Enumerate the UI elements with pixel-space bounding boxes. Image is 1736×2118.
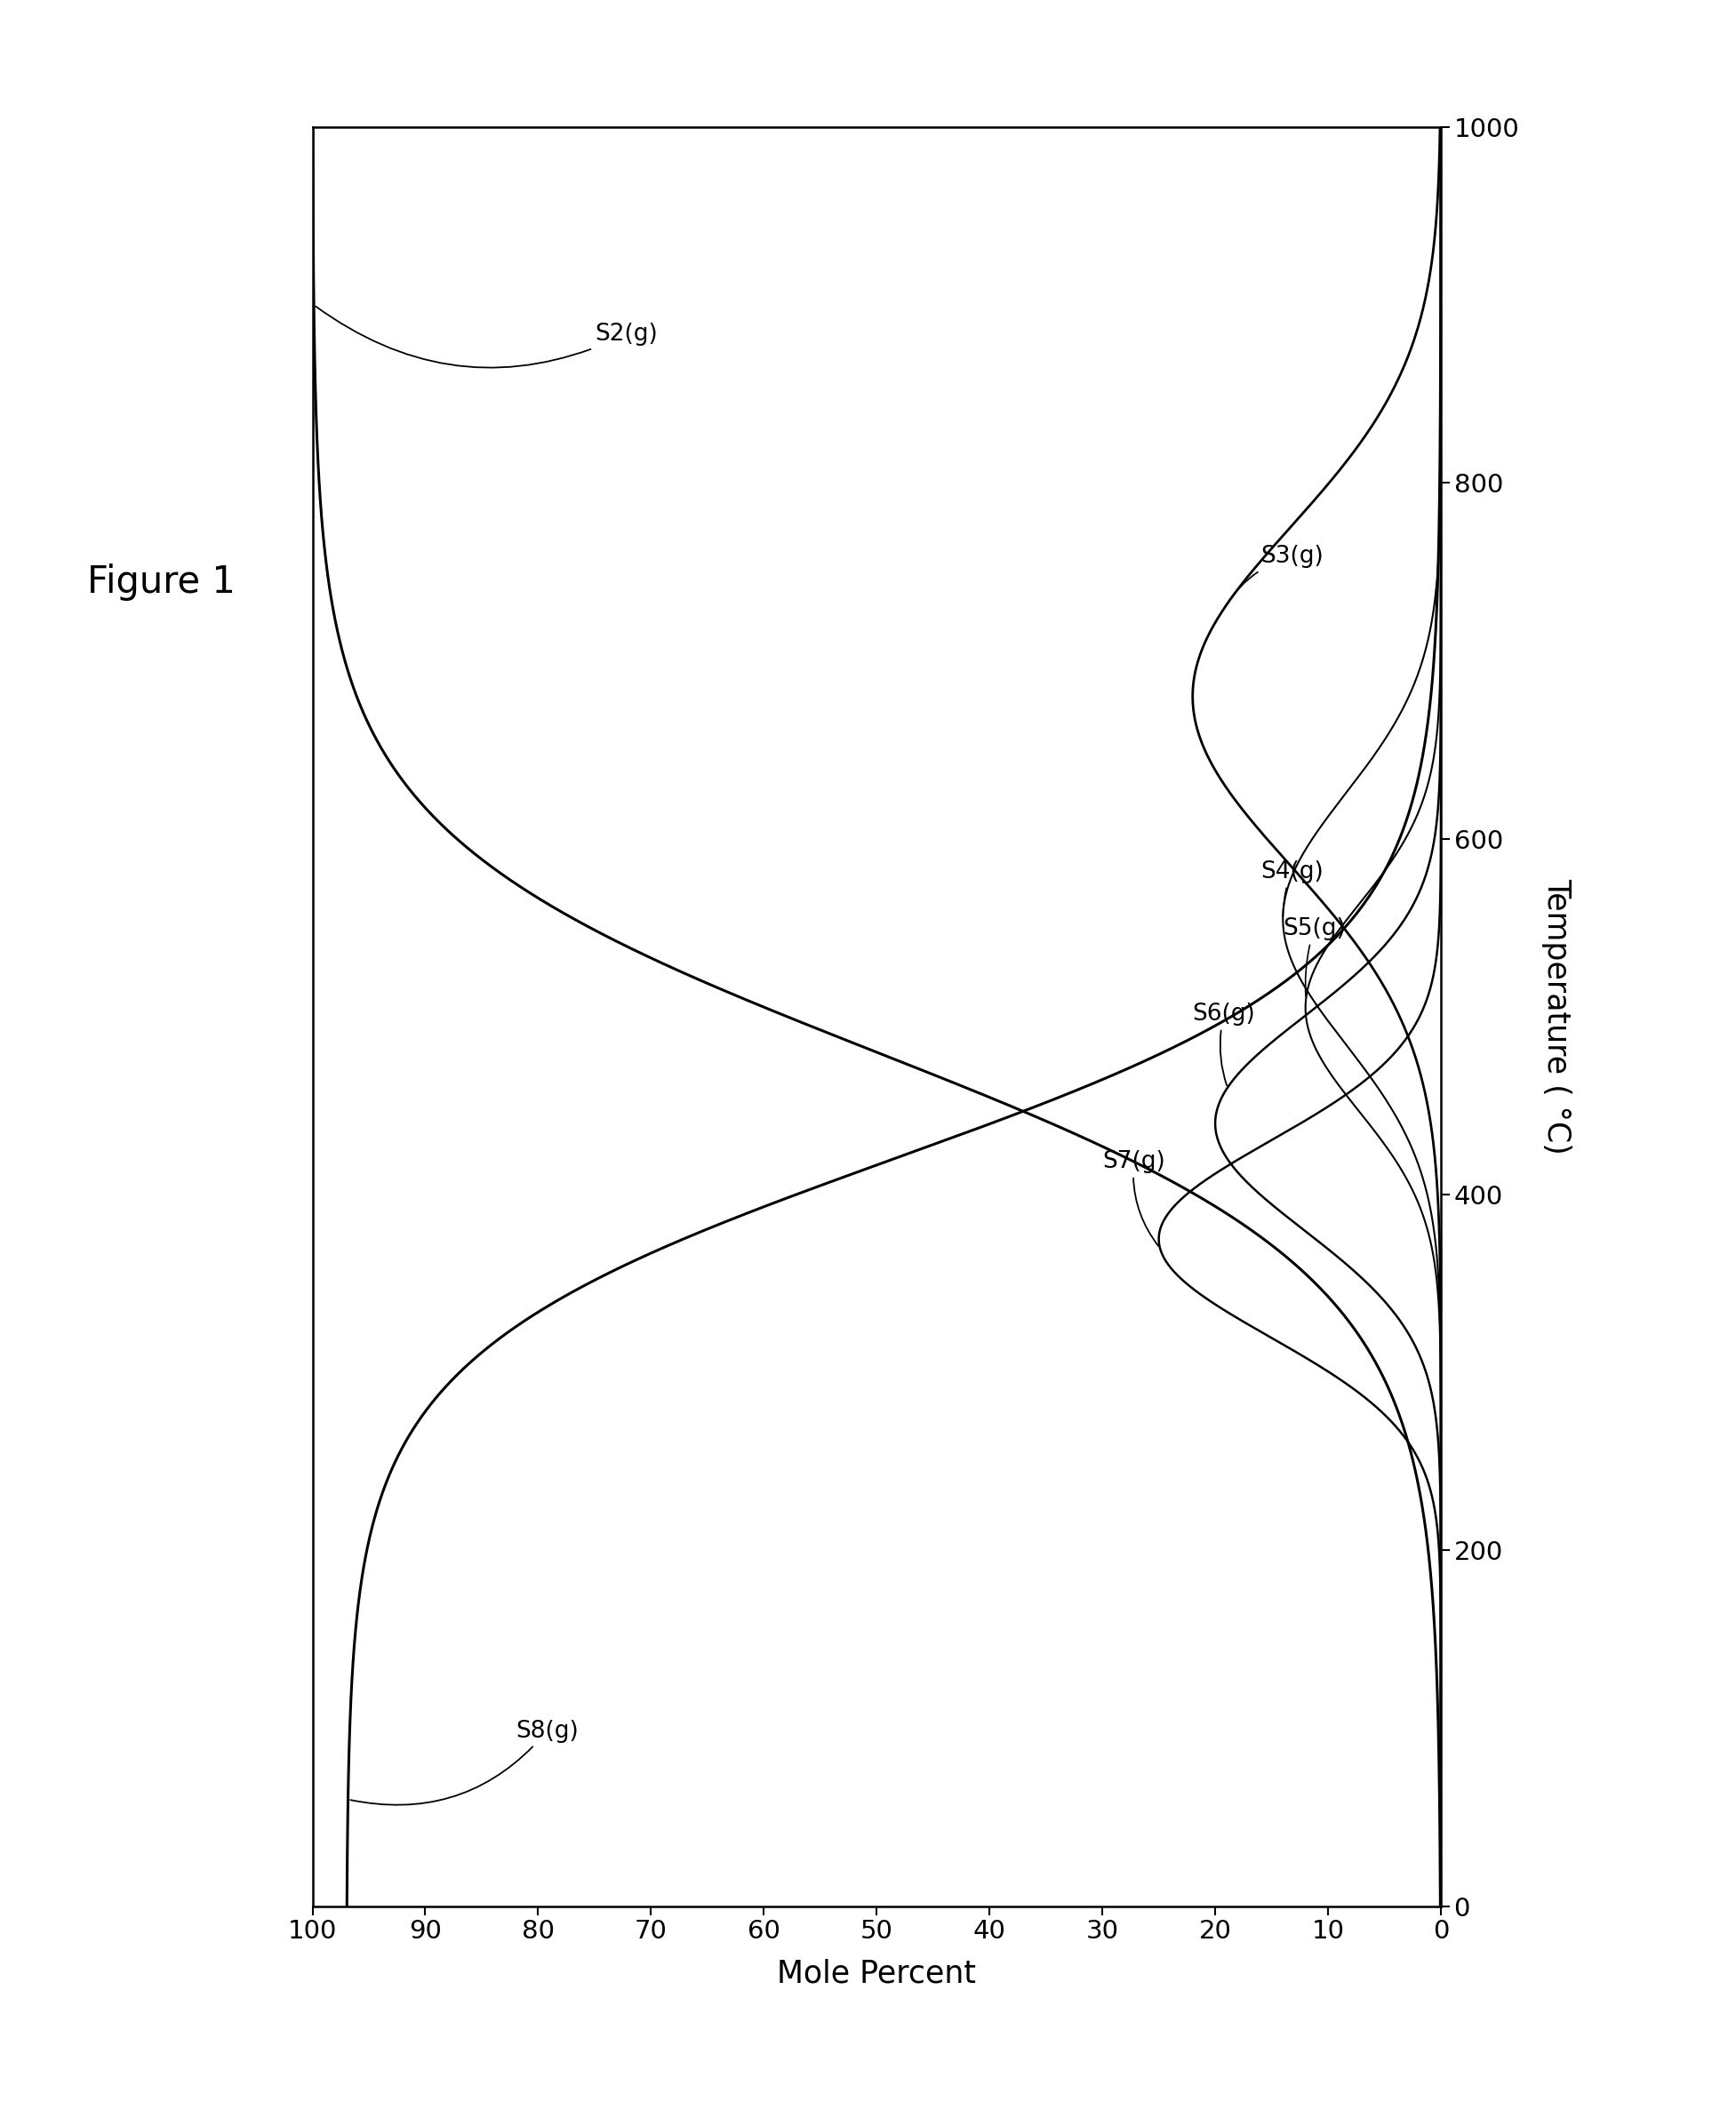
Text: S6(g): S6(g): [1193, 1002, 1255, 1084]
Text: S3(g): S3(g): [1226, 544, 1323, 606]
Text: S8(g): S8(g): [351, 1720, 578, 1805]
Y-axis label: Temperature ( °C): Temperature ( °C): [1542, 879, 1571, 1154]
Text: S2(g): S2(g): [316, 307, 658, 369]
X-axis label: Mole Percent: Mole Percent: [778, 1959, 976, 1989]
Text: Figure 1: Figure 1: [87, 563, 234, 602]
Text: S5(g): S5(g): [1283, 917, 1345, 995]
Text: S4(g): S4(g): [1260, 860, 1323, 917]
Text: S7(g): S7(g): [1102, 1150, 1165, 1245]
